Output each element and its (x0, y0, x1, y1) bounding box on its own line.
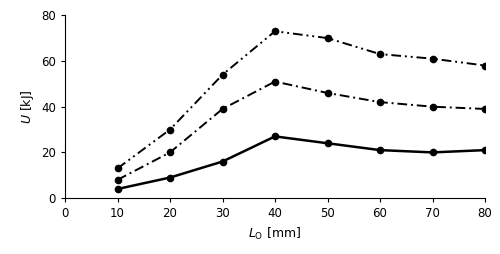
2000 mm (272, 80, 278, 83)
3000 mm (167, 128, 173, 131)
3000 mm (272, 30, 278, 33)
1000 mm (272, 135, 278, 138)
3000 mm (114, 167, 120, 170)
Y-axis label: $U$ [kJ]: $U$ [kJ] (18, 89, 36, 124)
1000 mm (377, 149, 383, 152)
1000 mm (324, 142, 330, 145)
2000 mm (167, 151, 173, 154)
3000 mm (220, 73, 226, 76)
3000 mm (324, 37, 330, 40)
Line: 2000 mm: 2000 mm (114, 78, 488, 183)
2000 mm (377, 101, 383, 104)
1000 mm (482, 149, 488, 152)
2000 mm (430, 105, 436, 108)
Line: 3000 mm: 3000 mm (114, 28, 488, 171)
1000 mm (167, 176, 173, 179)
2000 mm (324, 91, 330, 94)
1000 mm (430, 151, 436, 154)
2000 mm (482, 107, 488, 110)
1000 mm (220, 160, 226, 163)
X-axis label: $L_{\mathrm{O}}$ [mm]: $L_{\mathrm{O}}$ [mm] (248, 226, 302, 242)
2000 mm (114, 178, 120, 181)
3000 mm (377, 53, 383, 56)
Line: 1000 mm: 1000 mm (114, 133, 488, 192)
3000 mm (482, 64, 488, 67)
2000 mm (220, 107, 226, 110)
1000 mm (114, 187, 120, 190)
3000 mm (430, 57, 436, 60)
